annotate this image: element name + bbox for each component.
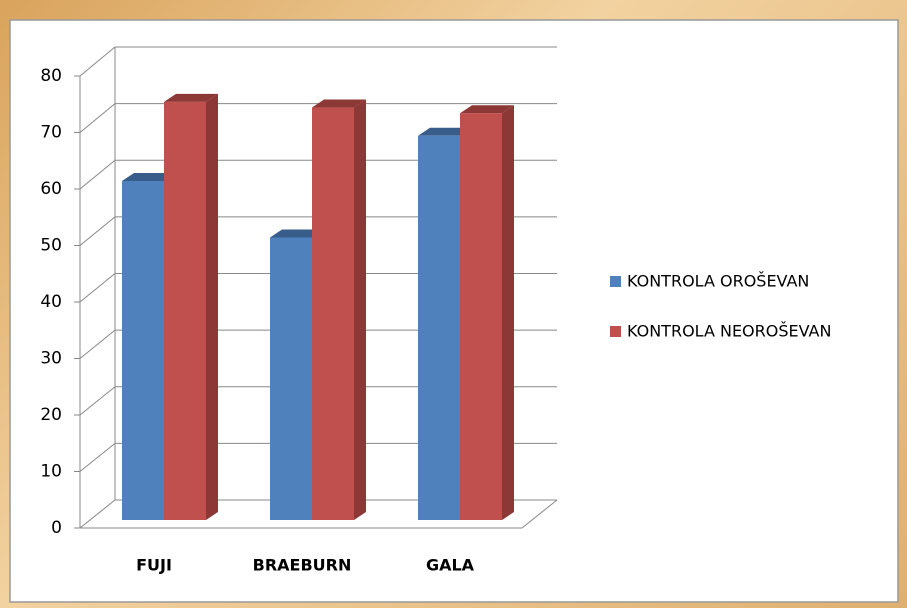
x-tick-label: BRAEBURN [253, 556, 352, 575]
x-tick-label: GALA [426, 556, 475, 575]
grid-line [79, 273, 116, 303]
y-tick-label: 10 [40, 462, 62, 482]
bar-side [502, 105, 514, 520]
legend-swatch [610, 326, 621, 337]
grid-line [79, 103, 116, 133]
legend-label: KONTROLA OROŠEVAN [627, 272, 809, 291]
grid-line [79, 46, 116, 77]
grid-line [79, 329, 116, 359]
bar-top [460, 105, 514, 114]
bar [418, 135, 460, 521]
y-tick-label: 0 [51, 518, 62, 538]
y-tick-label: 80 [40, 66, 62, 86]
y-tick-label: 70 [40, 123, 62, 143]
y-tick-label: 20 [40, 405, 62, 425]
y-tick-label: 60 [40, 179, 62, 199]
grid-line [79, 386, 116, 416]
bar-top [270, 229, 324, 238]
grid-line [79, 499, 116, 529]
bar-top [164, 93, 218, 102]
x-tick-label: FUJI [136, 556, 172, 575]
bar-side [354, 99, 366, 521]
floor-edge [521, 499, 558, 529]
bar-top [122, 173, 176, 181]
y-tick-label: 50 [40, 236, 62, 256]
legend-label: KONTROLA NEOROŠEVAN [627, 322, 831, 341]
bar-top [312, 99, 366, 108]
bar-side [206, 93, 218, 521]
bar [164, 101, 206, 521]
grid-line [79, 159, 116, 190]
bar [122, 181, 164, 520]
legend-swatch [610, 276, 621, 287]
grid-line [79, 442, 116, 472]
bar [270, 237, 312, 520]
y-tick-label: 30 [40, 349, 62, 369]
bar [312, 107, 354, 521]
bar-top [418, 127, 472, 136]
y-tick-label: 40 [40, 292, 62, 312]
grid-line [79, 216, 116, 246]
bar [460, 113, 502, 520]
